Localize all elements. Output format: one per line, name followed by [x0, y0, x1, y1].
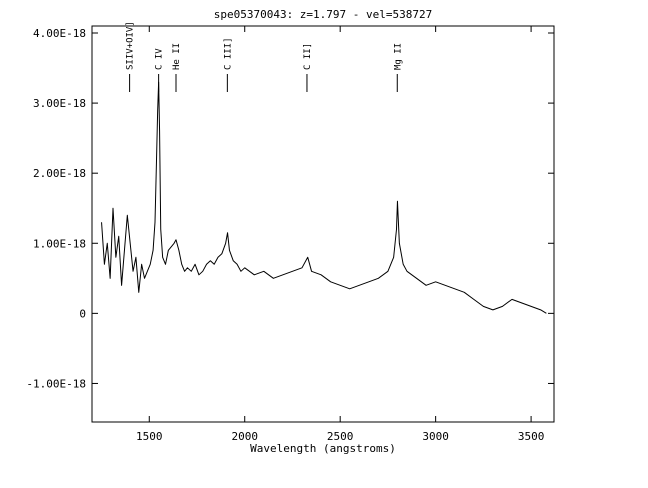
y-tick-label: 2.00E-18 — [33, 167, 86, 180]
y-tick-label: 4.00E-18 — [33, 27, 86, 40]
x-tick-label: 2000 — [231, 430, 258, 443]
plot-area — [101, 81, 547, 314]
emission-line-label: C III] — [223, 37, 233, 70]
emission-line-markers: SIIV+OIV] C IV He II C III] C II] Mg II — [126, 21, 403, 92]
plot-frame — [91, 25, 555, 423]
x-tick-label: 1500 — [136, 430, 163, 443]
y-tick-label: 1.00E-18 — [33, 237, 86, 250]
x-tick-label: 2500 — [327, 430, 354, 443]
emission-line-label: He II — [172, 43, 182, 70]
emission-line-label: C IV — [155, 48, 165, 70]
x-tick-label: 3500 — [518, 430, 545, 443]
axis-ticks: 1500 2000 2500 3000 3500 4.00E-18 3.00E-18 2.00… — [26, 26, 554, 443]
chart-title: spe05370043: z=1.797 - vel=538727 — [214, 8, 433, 21]
emission-line-label: C II] — [303, 43, 313, 70]
y-tick-label: 3.00E-18 — [33, 97, 86, 110]
y-tick-label: -1.00E-18 — [26, 377, 86, 390]
x-tick-label: 3000 — [422, 430, 449, 443]
spectrum-series-line — [101, 81, 547, 314]
y-tick-label: 0 — [79, 307, 86, 320]
emission-line-label: Mg II — [393, 43, 403, 70]
emission-line-label: SIIV+OIV] — [126, 21, 136, 70]
x-axis-label: Wavelength (angstroms) — [250, 442, 396, 455]
